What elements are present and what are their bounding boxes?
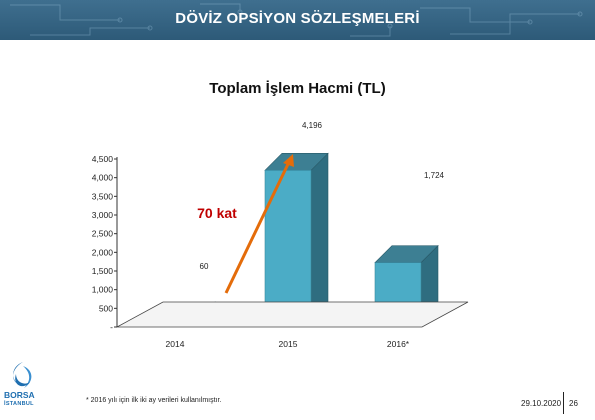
y-tick-label: 2,000 [92,247,114,257]
y-tick-label: 2,500 [92,229,114,239]
y-tick-label: 500 [99,303,113,313]
bar-2015 [264,152,329,322]
logo-line1: BORSA [4,390,35,400]
header-banner: DÖVİZ OPSİYON SÖZLEŞMELERİ [0,0,595,40]
y-tick-label: - [110,322,113,332]
slide-date: 29.10.2020 [521,399,562,408]
chart-title: Toplam İşlem Hacmi (TL) [209,80,386,97]
page-number: 26 [569,399,578,408]
borsa-istanbul-logo-icon [13,362,32,388]
x-tick-label: 2016* [387,339,410,349]
data-label: 1,724 [424,171,445,180]
growth-arrow [224,161,291,294]
growth-annotation: 70 kat [197,205,237,221]
footnote: * 2016 yılı için ilk iki ay verileri kul… [86,397,222,404]
y-tick-label: 3,500 [92,191,114,201]
page-title: DÖVİZ OPSİYON SÖZLEŞMELERİ [175,10,420,27]
y-tick-label: 1,500 [92,266,114,276]
page-separator [563,392,564,414]
circuit-pattern [10,3,583,37]
chart-floor [116,301,469,328]
x-tick-label: 2014 [166,339,185,349]
y-tick-label: 1,000 [92,285,114,295]
y-tick-label: 3,000 [92,210,114,220]
data-label: 60 [200,262,209,271]
y-tick-label: 4,500 [92,154,114,164]
logo-line2: İSTANBUL [4,401,34,407]
logo-text: BORSA İSTANBUL [4,391,46,409]
bar-front [264,170,312,322]
x-tick-label: 2015 [279,339,298,349]
growth-arrow-head [283,154,294,167]
bar-side [310,152,329,322]
y-tick-label: 4,000 [92,173,114,183]
data-label: 4,196 [302,121,323,130]
